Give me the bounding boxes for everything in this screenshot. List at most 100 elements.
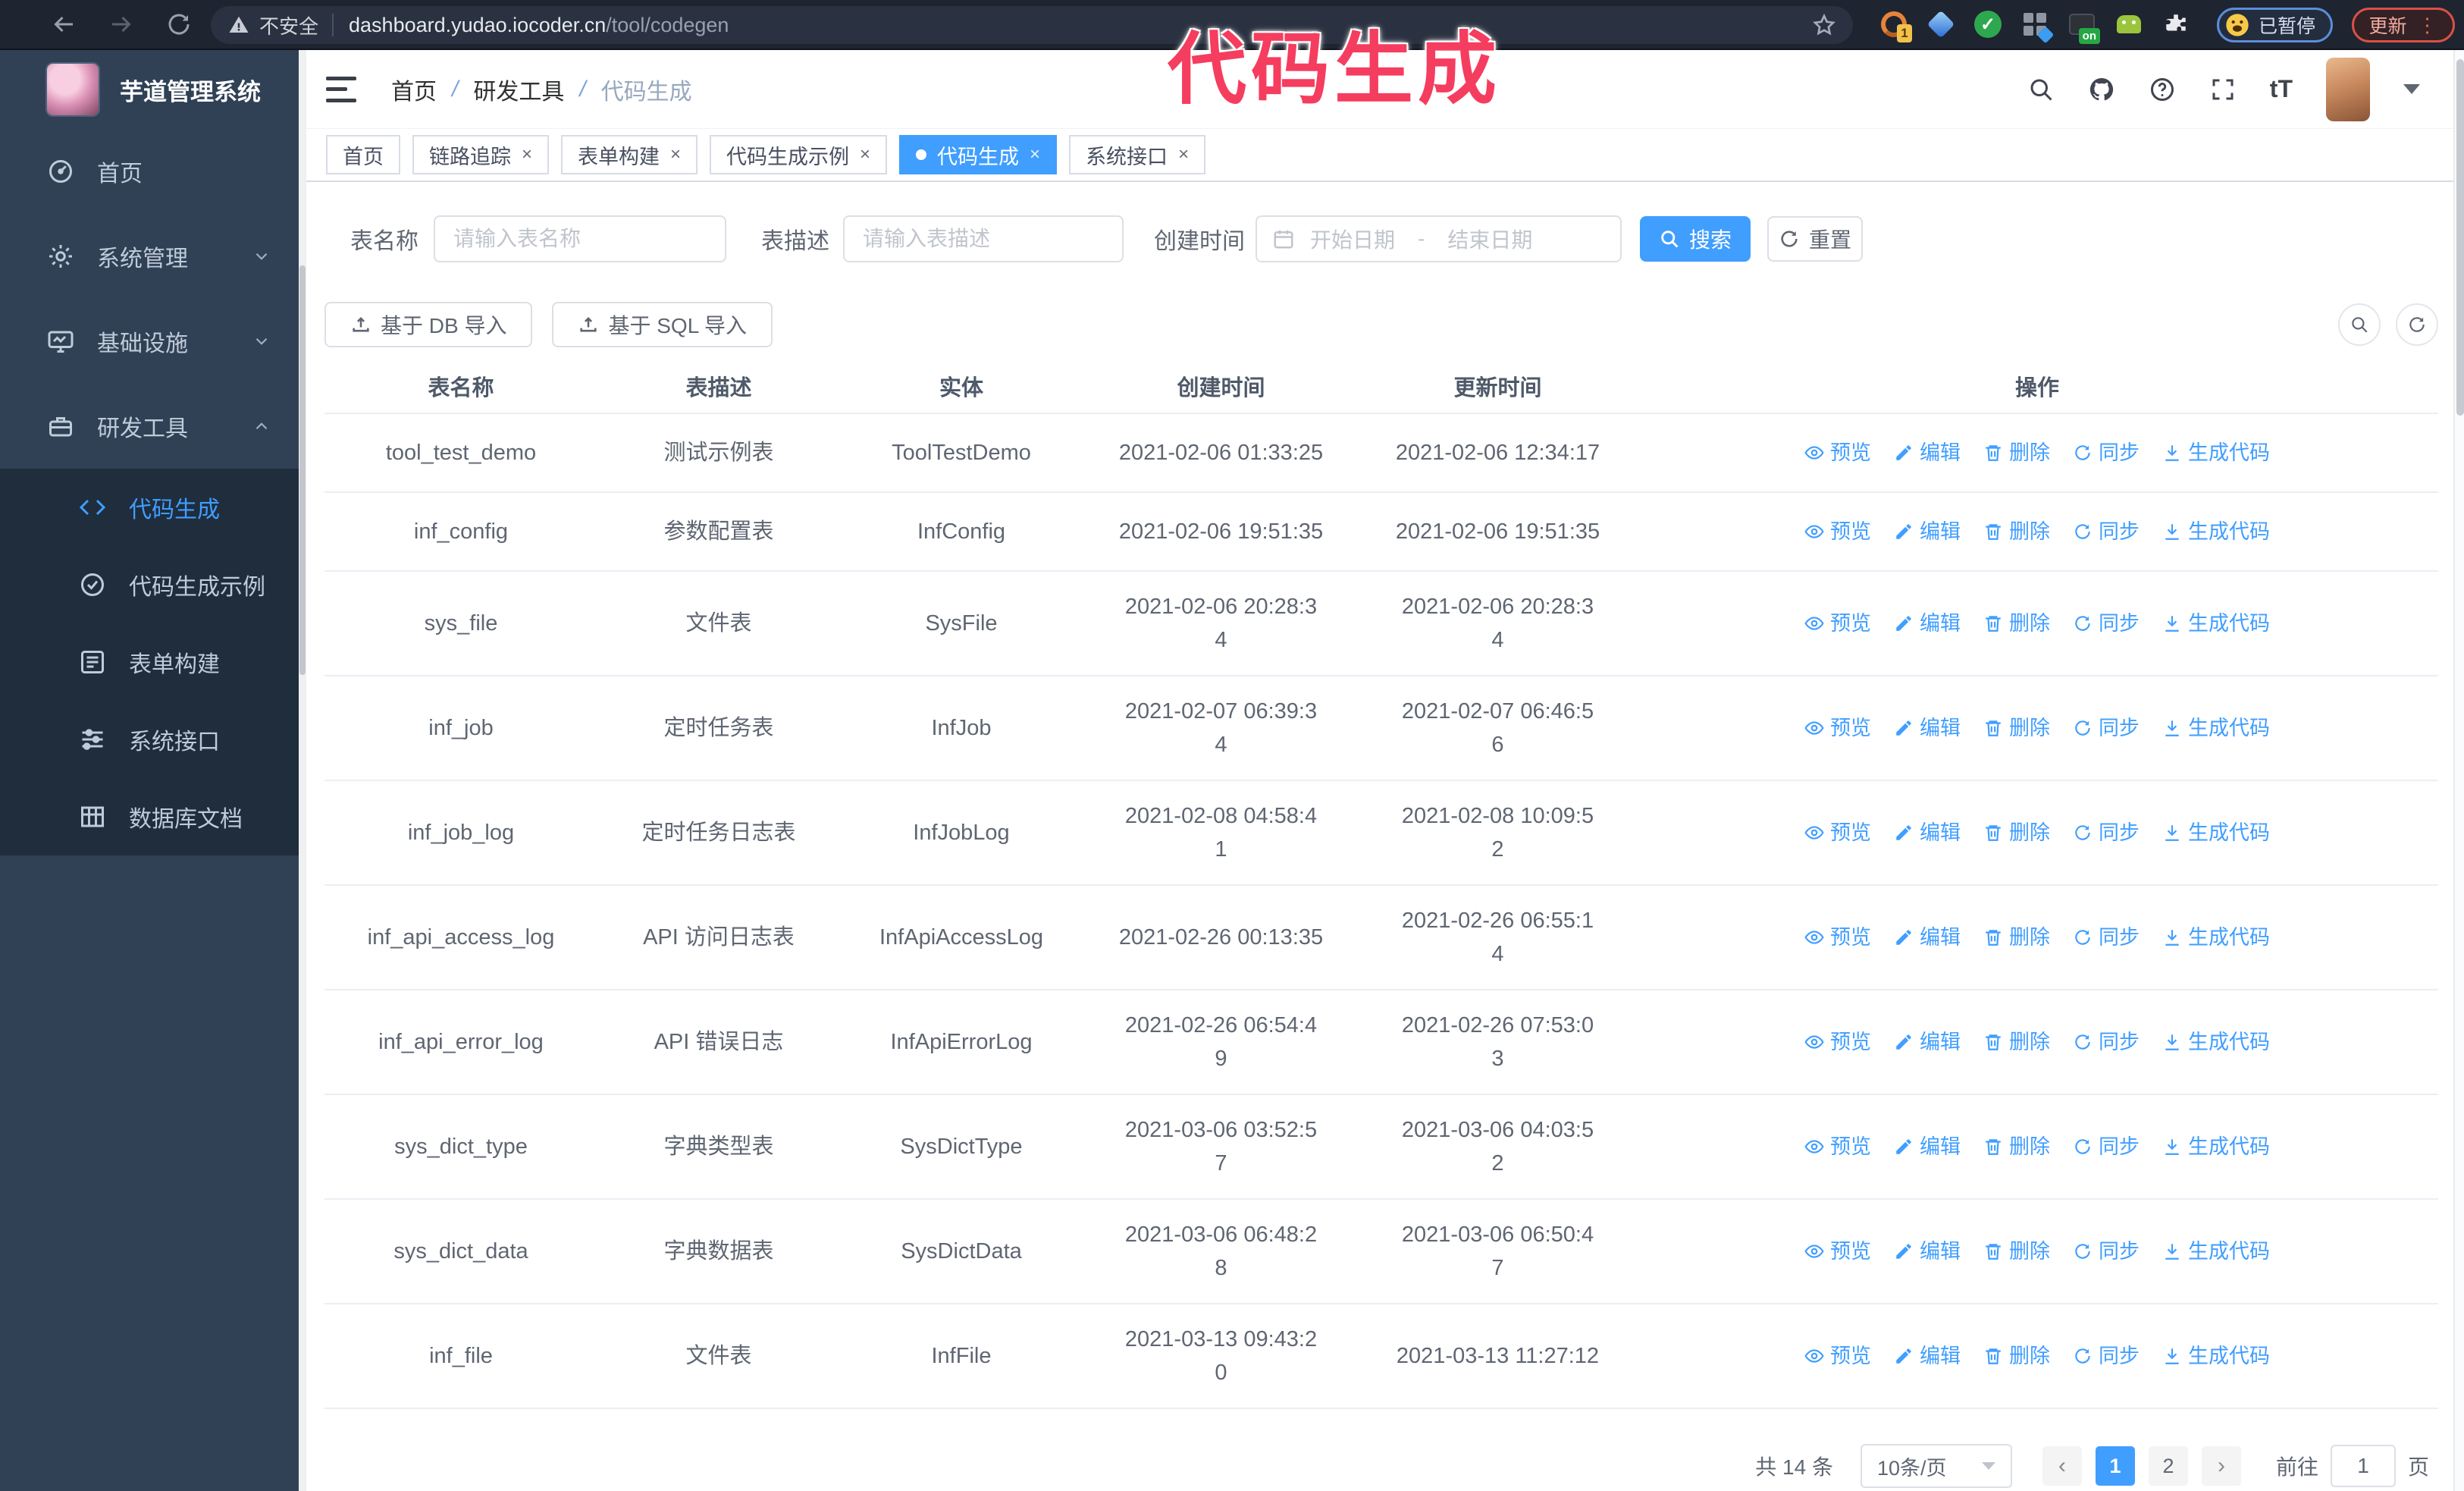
extensions-puzzle-icon[interactable] <box>2161 9 2191 39</box>
delete-link[interactable]: 删除 <box>1983 1339 2050 1373</box>
avatar-caret-icon[interactable] <box>2403 84 2420 94</box>
preview-link[interactable]: 预览 <box>1804 515 1871 548</box>
browser-forward-icon[interactable] <box>108 11 135 38</box>
tab-codegen[interactable]: 代码生成 × <box>899 135 1058 174</box>
close-icon[interactable]: × <box>670 144 682 165</box>
address-bar[interactable]: 不安全 dashboard.yudao.iocoder.cn/tool/code… <box>211 6 1853 44</box>
refresh-table-button[interactable] <box>2396 303 2438 346</box>
edit-link[interactable]: 编辑 <box>1894 921 1961 954</box>
page-scrollbar[interactable] <box>2453 50 2464 1491</box>
bookmark-star-icon[interactable] <box>1812 13 1836 37</box>
search-button[interactable]: 搜索 <box>1640 216 1751 262</box>
preview-link[interactable]: 预览 <box>1804 711 1871 745</box>
delete-link[interactable]: 删除 <box>1983 1130 2050 1163</box>
breadcrumb-home[interactable]: 首页 <box>391 79 437 105</box>
browser-profile-chip[interactable]: 已暂停 <box>2217 8 2334 42</box>
browser-reload-icon[interactable] <box>165 11 193 38</box>
table-name-input[interactable] <box>434 215 726 262</box>
github-icon[interactable] <box>2088 76 2115 103</box>
delete-link[interactable]: 删除 <box>1983 1235 2050 1268</box>
sidebar-scrollbar-thumb[interactable] <box>299 265 306 675</box>
extension-icon-6[interactable] <box>2114 9 2144 39</box>
delete-link[interactable]: 删除 <box>1983 607 2050 640</box>
date-range-picker[interactable]: 开始日期 - 结束日期 <box>1256 215 1622 262</box>
edit-link[interactable]: 编辑 <box>1894 515 1961 548</box>
generate-code-link[interactable]: 生成代码 <box>2162 1339 2270 1373</box>
hamburger-menu-icon[interactable] <box>326 76 356 102</box>
breadcrumb-devtools[interactable]: 研发工具 <box>473 79 565 105</box>
preview-link[interactable]: 预览 <box>1804 1235 1871 1268</box>
edit-link[interactable]: 编辑 <box>1894 436 1961 469</box>
close-icon[interactable]: × <box>1178 144 1190 165</box>
tab-form-builder[interactable]: 表单构建 × <box>561 135 698 174</box>
sync-link[interactable]: 同步 <box>2073 1130 2140 1163</box>
preview-link[interactable]: 预览 <box>1804 816 1871 849</box>
tab-tracing[interactable]: 链路追踪 × <box>412 135 550 174</box>
sync-link[interactable]: 同步 <box>2073 607 2140 640</box>
page-button-2[interactable]: 2 <box>2148 1446 2188 1486</box>
generate-code-link[interactable]: 生成代码 <box>2162 816 2270 849</box>
edit-link[interactable]: 编辑 <box>1894 1025 1961 1059</box>
sync-link[interactable]: 同步 <box>2073 436 2140 469</box>
import-sql-button[interactable]: 基于 SQL 导入 <box>552 302 773 347</box>
preview-link[interactable]: 预览 <box>1804 921 1871 954</box>
edit-link[interactable]: 编辑 <box>1894 1339 1961 1373</box>
sidebar-item-devtools[interactable]: 研发工具 <box>0 384 299 469</box>
delete-link[interactable]: 删除 <box>1983 1025 2050 1059</box>
delete-link[interactable]: 删除 <box>1983 921 2050 954</box>
font-size-icon[interactable]: tT <box>2269 75 2293 102</box>
page-size-select[interactable]: 10条/页 <box>1860 1444 2012 1488</box>
sync-link[interactable]: 同步 <box>2073 515 2140 548</box>
sidebar-logo[interactable]: 芋道管理系统 <box>0 50 299 129</box>
preview-link[interactable]: 预览 <box>1804 1339 1871 1373</box>
sync-link[interactable]: 同步 <box>2073 711 2140 745</box>
next-page-button[interactable]: › <box>2201 1446 2241 1486</box>
tab-codegen-demo[interactable]: 代码生成示例 × <box>710 135 888 174</box>
close-icon[interactable]: × <box>860 144 871 165</box>
reset-button[interactable]: 重置 <box>1767 216 1863 262</box>
preview-link[interactable]: 预览 <box>1804 436 1871 469</box>
delete-link[interactable]: 删除 <box>1983 436 2050 469</box>
toggle-search-button[interactable] <box>2338 303 2381 346</box>
close-icon[interactable]: × <box>1030 144 1041 165</box>
extension-icon-4[interactable] <box>2020 9 2055 44</box>
delete-link[interactable]: 删除 <box>1983 711 2050 745</box>
generate-code-link[interactable]: 生成代码 <box>2162 1235 2270 1268</box>
sidebar-item-infra[interactable]: 基础设施 <box>0 299 299 384</box>
close-icon[interactable]: × <box>522 144 533 165</box>
tab-home[interactable]: 首页 <box>326 135 400 174</box>
edit-link[interactable]: 编辑 <box>1894 1130 1961 1163</box>
preview-link[interactable]: 预览 <box>1804 607 1871 640</box>
fullscreen-icon[interactable] <box>2209 76 2237 103</box>
sync-link[interactable]: 同步 <box>2073 1235 2140 1268</box>
page-scrollbar-thumb[interactable] <box>2456 59 2464 416</box>
sidebar-item-system[interactable]: 系统管理 <box>0 214 299 299</box>
tab-api[interactable]: 系统接口 × <box>1069 135 1206 174</box>
import-db-button[interactable]: 基于 DB 导入 <box>324 302 533 347</box>
edit-link[interactable]: 编辑 <box>1894 1235 1961 1268</box>
preview-link[interactable]: 预览 <box>1804 1025 1871 1059</box>
sidebar-item-home[interactable]: 首页 <box>0 129 299 214</box>
edit-link[interactable]: 编辑 <box>1894 607 1961 640</box>
sync-link[interactable]: 同步 <box>2073 921 2140 954</box>
generate-code-link[interactable]: 生成代码 <box>2162 1130 2270 1163</box>
generate-code-link[interactable]: 生成代码 <box>2162 515 2270 548</box>
goto-page-input[interactable] <box>2330 1445 2396 1487</box>
browser-menu-dots-icon[interactable]: ⋮ <box>2417 14 2438 36</box>
page-button-1[interactable]: 1 <box>2095 1446 2135 1486</box>
browser-update-button[interactable]: 更新 ⋮ <box>2352 8 2455 42</box>
delete-link[interactable]: 删除 <box>1983 816 2050 849</box>
preview-link[interactable]: 预览 <box>1804 1130 1871 1163</box>
sync-link[interactable]: 同步 <box>2073 816 2140 849</box>
table-desc-input[interactable] <box>843 215 1124 262</box>
delete-link[interactable]: 删除 <box>1983 515 2050 548</box>
extension-icon-3[interactable]: ✓ <box>1973 9 2003 39</box>
sidebar-item-codegen-demo[interactable]: 代码生成示例 <box>0 546 299 623</box>
edit-link[interactable]: 编辑 <box>1894 816 1961 849</box>
browser-back-icon[interactable] <box>50 11 77 38</box>
extension-icon-2[interactable] <box>1926 9 1956 39</box>
extension-icon-5[interactable]: on <box>2067 9 2100 44</box>
sidebar-item-form-builder[interactable]: 表单构建 <box>0 623 299 701</box>
header-search-icon[interactable] <box>2027 76 2055 103</box>
user-avatar[interactable] <box>2326 57 2370 121</box>
